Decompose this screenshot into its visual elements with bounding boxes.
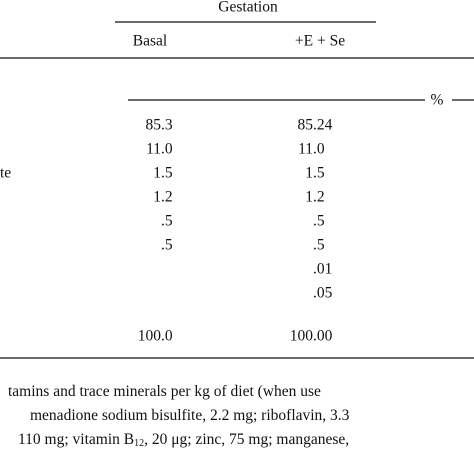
table-cell: 1.2 bbox=[305, 189, 324, 206]
table-cell: 100.0 bbox=[138, 328, 173, 345]
row-label: te bbox=[0, 165, 11, 182]
footnote-text: 110 mg; vitamin B bbox=[18, 431, 134, 448]
table-cell: 85.3 bbox=[146, 117, 173, 134]
table-cell: .5 bbox=[313, 213, 325, 230]
table-cell: 85.24 bbox=[298, 117, 333, 134]
table-cell: 11.0 bbox=[146, 141, 173, 158]
column-header: Basal bbox=[133, 33, 167, 50]
table-cell: 1.2 bbox=[153, 189, 172, 206]
table-cell: .5 bbox=[313, 237, 325, 254]
table-cell: 100.00 bbox=[290, 328, 333, 345]
table-cell: 1.5 bbox=[305, 165, 325, 182]
footnote-line: 110 mg; vitamin B12, 20 μg; zinc, 75 mg;… bbox=[18, 431, 349, 450]
table-cell: .05 bbox=[313, 285, 333, 302]
footnote-line: tamins and trace minerals per kg of diet… bbox=[8, 383, 321, 400]
table-cell: .5 bbox=[161, 213, 173, 230]
unit-label: % bbox=[431, 92, 444, 109]
footnote-text: tamins and trace minerals per kg of diet… bbox=[8, 383, 321, 400]
footnote-text: , 20 μg; zinc, 75 mg; manganese, bbox=[144, 431, 349, 448]
subscript: 12 bbox=[134, 438, 144, 449]
footnote-text: menadione sodium bisulfite, 2.2 mg; ribo… bbox=[30, 407, 350, 424]
group-header: Gestation bbox=[218, 0, 278, 16]
table-cell: .01 bbox=[313, 261, 332, 278]
table-cell: .5 bbox=[161, 237, 173, 254]
table-cell: 1.5 bbox=[153, 165, 173, 182]
footnote-line: menadione sodium bisulfite, 2.2 mg; ribo… bbox=[30, 407, 350, 424]
column-header: +E + Se bbox=[295, 33, 345, 50]
table-cell: 11.0 bbox=[298, 141, 325, 158]
